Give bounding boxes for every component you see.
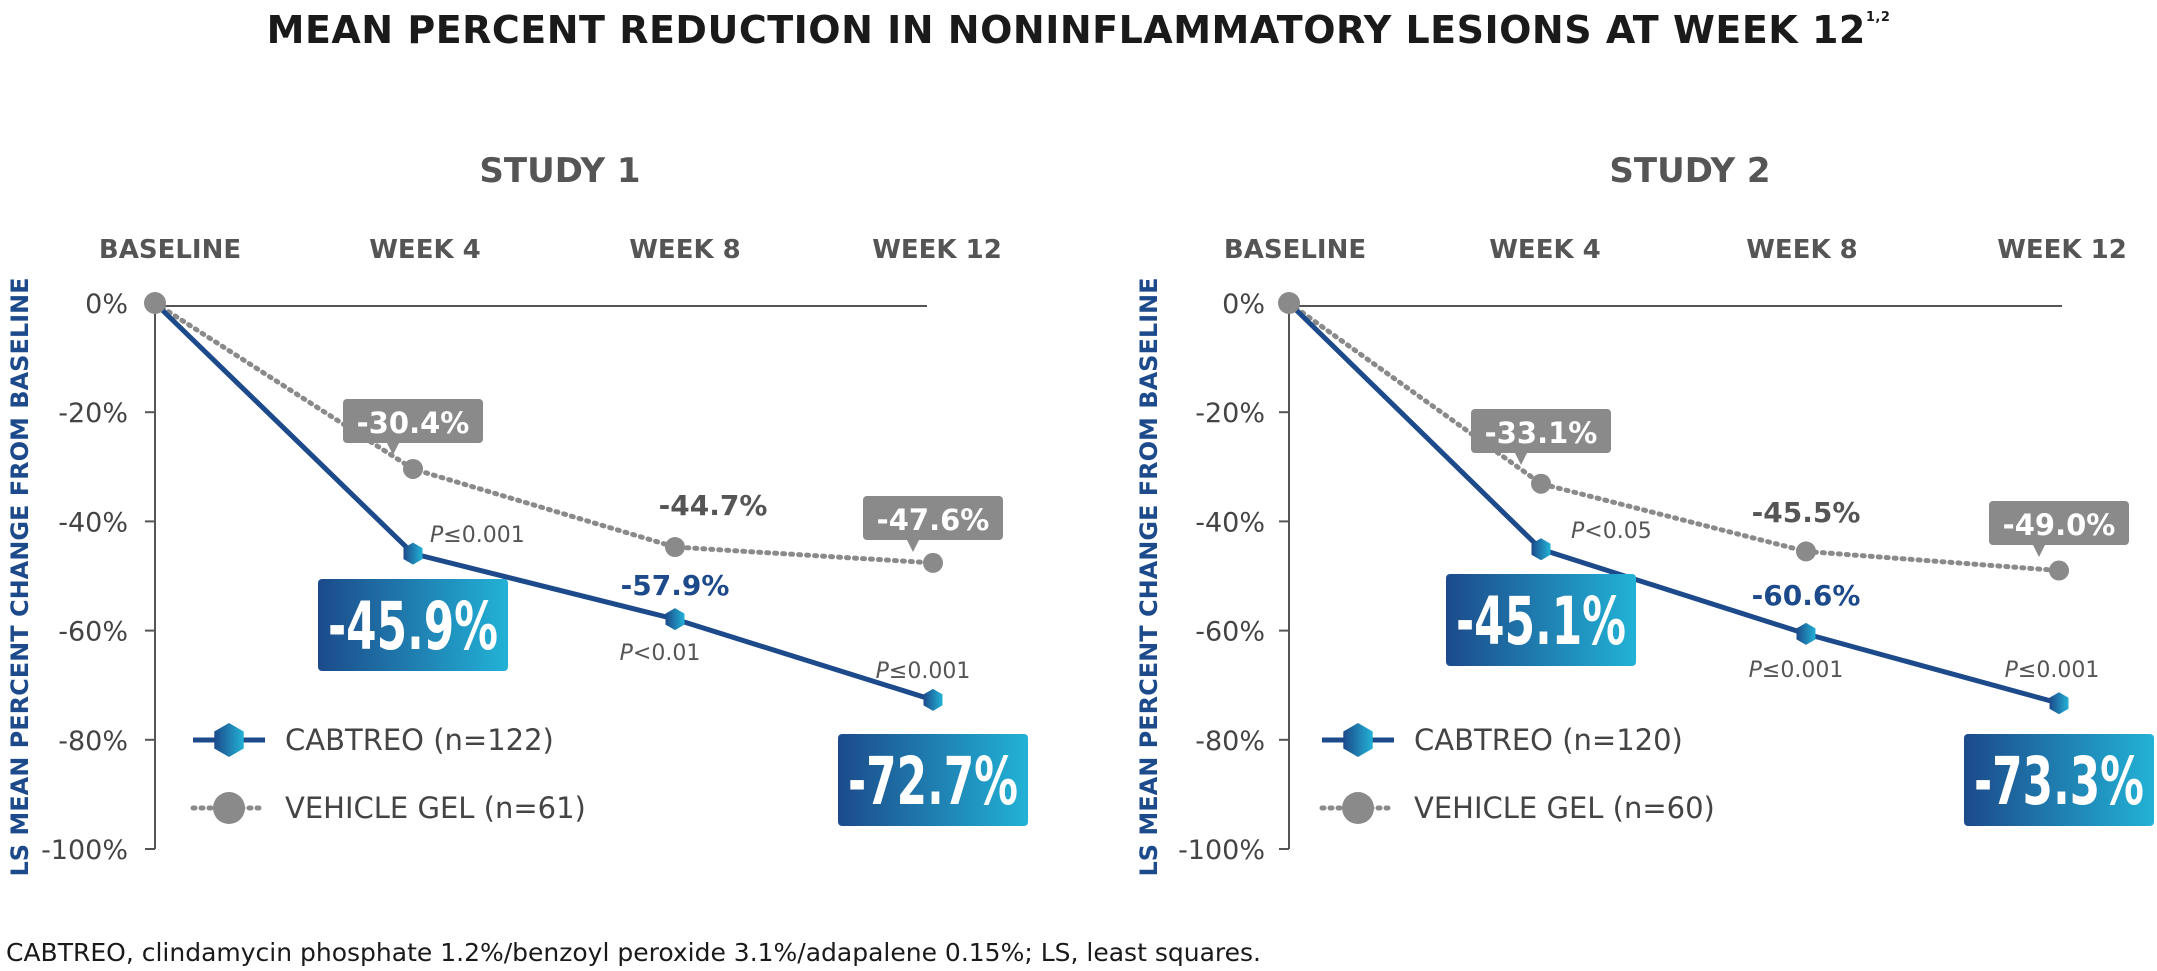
baseline-data-point (144, 292, 166, 314)
legend-item-cabtreo: CABTREO (n=120) (1322, 723, 1683, 757)
cabtreo-value-label: -73.3% (1974, 743, 2144, 820)
y-tick-label: -40% (1195, 507, 1265, 538)
title-reference: 1,2 (1865, 10, 1891, 25)
y-tick-label: -20% (1195, 398, 1265, 429)
vehicle-value-callout: -47.6% (863, 496, 1003, 552)
cabtreo-value-label: -57.9% (621, 569, 730, 602)
p-value-label: P≤0.001 (1749, 658, 1844, 683)
vehicle-value-label: -45.5% (1752, 496, 1861, 529)
vehicle-series-line (152, 300, 936, 566)
cabtreo-data-point (923, 688, 943, 711)
y-tick-label: -100% (1178, 835, 1265, 866)
cabtreo-series-line (153, 301, 934, 703)
p-value-label: P<0.01 (620, 641, 701, 666)
vehicle-data-point (1531, 473, 1551, 494)
footnote: CABTREO, clindamycin phosphate 1.2%/benz… (6, 938, 1261, 967)
cabtreo-series-line (1287, 301, 2060, 706)
legend-item-cabtreo: CABTREO (n=122) (193, 723, 554, 757)
chart-title: STUDY 2 (1609, 151, 1770, 191)
vehicle-value-callout: -30.4% (343, 399, 483, 455)
x-tick-label: WEEK 12 (1997, 235, 2127, 265)
cabtreo-data-point (665, 608, 685, 631)
y-tick-label: -80% (58, 726, 128, 757)
vehicle-value-label: -47.6% (877, 503, 990, 537)
vehicle-value-label: -44.7% (659, 489, 768, 522)
p-value-label: P≤0.001 (876, 659, 971, 684)
legend-label: VEHICLE GEL (n=60) (1414, 791, 1715, 825)
vehicle-data-point (2049, 560, 2069, 581)
y-tick-label: 0% (85, 289, 128, 320)
y-tick-label: -60% (1195, 617, 1265, 648)
cabtreo-value-label: -60.6% (1752, 579, 1861, 612)
legend-item-vehicle: VEHICLE GEL (n=60) (1319, 791, 1715, 825)
cabtreo-value-callout: -45.9% (318, 579, 508, 671)
cabtreo-value-label: -72.7% (848, 743, 1018, 820)
p-value-label: P≤0.001 (2005, 658, 2100, 683)
x-tick-label: BASELINE (99, 235, 241, 265)
page-title: MEAN PERCENT REDUCTION IN NONINFLAMMATOR… (266, 8, 1891, 52)
y-tick-label: 0% (1222, 289, 1265, 320)
vehicle-value-label: -33.1% (1485, 416, 1598, 450)
vehicle-series-line (1286, 300, 2062, 574)
cabtreo-data-point (1531, 538, 1551, 561)
p-value-label: P≤0.001 (430, 523, 525, 548)
vehicle-data-point (403, 458, 423, 479)
y-tick-label: -60% (58, 617, 128, 648)
cabtreo-data-point (1796, 622, 1816, 645)
x-tick-label: WEEK 4 (369, 235, 481, 265)
legend-cabtreo-marker (214, 723, 244, 757)
vehicle-value-label: -49.0% (2003, 508, 2116, 542)
study-2-chart: STUDY 2 BASELINE WEEK 4 WEEK 8 WEEK 12 LS MEA… (1135, 151, 2154, 877)
vehicle-value-callout: -49.0% (1989, 501, 2129, 557)
vehicle-data-point (1796, 541, 1816, 562)
y-tick-label: -100% (41, 835, 128, 866)
cabtreo-value-label: -45.9% (328, 588, 498, 665)
cabtreo-value-callout: -45.1% (1446, 574, 1636, 666)
vehicle-data-point (923, 552, 943, 573)
cabtreo-data-point (2049, 692, 2069, 715)
x-tick-label: WEEK 4 (1489, 235, 1601, 265)
cabtreo-value-callout: -73.3% (1964, 734, 2154, 826)
cabtreo-value-callout: -72.7% (838, 734, 1028, 826)
y-tick-label: -80% (1195, 726, 1265, 757)
vehicle-data-point (665, 537, 685, 558)
y-tick-label: -20% (58, 398, 128, 429)
p-value-label: P<0.05 (1571, 519, 1652, 544)
cabtreo-data-point (403, 542, 423, 565)
x-tick-label: BASELINE (1224, 235, 1366, 265)
baseline-data-point (1278, 292, 1300, 314)
y-axis-title: LS MEAN PERCENT CHANGE FROM BASELINE (1135, 277, 1163, 876)
x-tick-label: WEEK 8 (629, 235, 741, 265)
legend-vehicle-marker (213, 792, 245, 824)
x-tick-label: WEEK 12 (872, 235, 1002, 265)
x-tick-label: WEEK 8 (1746, 235, 1858, 265)
cabtreo-value-label: -45.1% (1456, 583, 1626, 660)
vehicle-value-label: -30.4% (357, 406, 470, 440)
legend-label: CABTREO (n=120) (1414, 723, 1683, 757)
vehicle-value-callout: -33.1% (1471, 409, 1611, 465)
y-tick-label: -40% (58, 507, 128, 538)
study-1-chart: STUDY 1 BASELINE WEEK 4 WEEK 8 WEEK 12 LS MEA… (6, 151, 1028, 877)
legend-label: CABTREO (n=122) (285, 723, 554, 757)
y-axis-title: LS MEAN PERCENT CHANGE FROM BASELINE (6, 277, 34, 876)
legend-item-vehicle: VEHICLE GEL (n=61) (190, 791, 586, 825)
legend-label: VEHICLE GEL (n=61) (285, 791, 586, 825)
chart-title: STUDY 1 (479, 151, 640, 191)
legend-cabtreo-marker (1343, 723, 1373, 757)
legend-vehicle-marker (1342, 792, 1374, 824)
